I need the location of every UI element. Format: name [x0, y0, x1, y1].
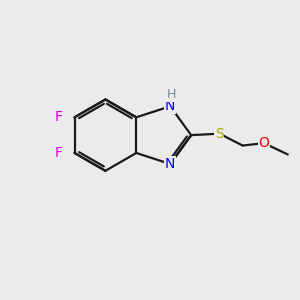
- Text: H: H: [167, 88, 176, 101]
- Text: F: F: [55, 146, 63, 160]
- Text: O: O: [259, 136, 269, 150]
- Text: N: N: [165, 157, 175, 171]
- Text: N: N: [165, 99, 175, 113]
- Text: F: F: [55, 110, 63, 124]
- Text: S: S: [215, 127, 224, 141]
